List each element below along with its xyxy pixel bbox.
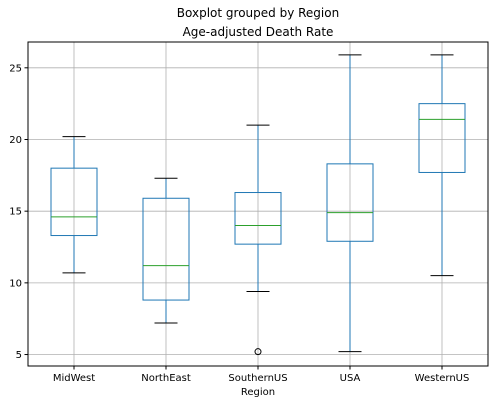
flier-point (254, 348, 262, 356)
y-tick-label: 5 (16, 350, 22, 361)
x-tick-label: USA (340, 373, 361, 384)
chart-title: Age-adjusted Death Rate (183, 25, 334, 39)
box-group-southernus (234, 124, 282, 356)
axes: 5 10 15 20 25 MidWest NorthEast SouthernUS USA We… (9, 41, 489, 384)
box-group-westernus (418, 54, 466, 277)
box-group-northeast (142, 177, 190, 324)
y-tick-label: 20 (9, 135, 22, 146)
box-iqr (50, 167, 98, 237)
y-tick-label: 25 (9, 63, 22, 74)
boxes (50, 54, 466, 356)
x-tick-label: NorthEast (141, 373, 191, 384)
x-axis-label: Region (241, 387, 275, 398)
box-iqr (142, 197, 190, 301)
y-tick-label: 10 (9, 278, 22, 289)
chart-suptitle: Boxplot grouped by Region (177, 6, 339, 20)
box-group-usa (326, 54, 374, 353)
box-iqr (326, 163, 374, 242)
box-iqr (234, 192, 282, 245)
grid-lines (28, 42, 488, 366)
box-group-midwest (50, 136, 98, 274)
x-tick-label: MidWest (53, 373, 95, 384)
x-tick-label: SouthernUS (228, 373, 287, 384)
y-tick-label: 15 (9, 207, 22, 218)
box-iqr (418, 103, 466, 173)
x-tick-label: WesternUS (415, 373, 470, 384)
